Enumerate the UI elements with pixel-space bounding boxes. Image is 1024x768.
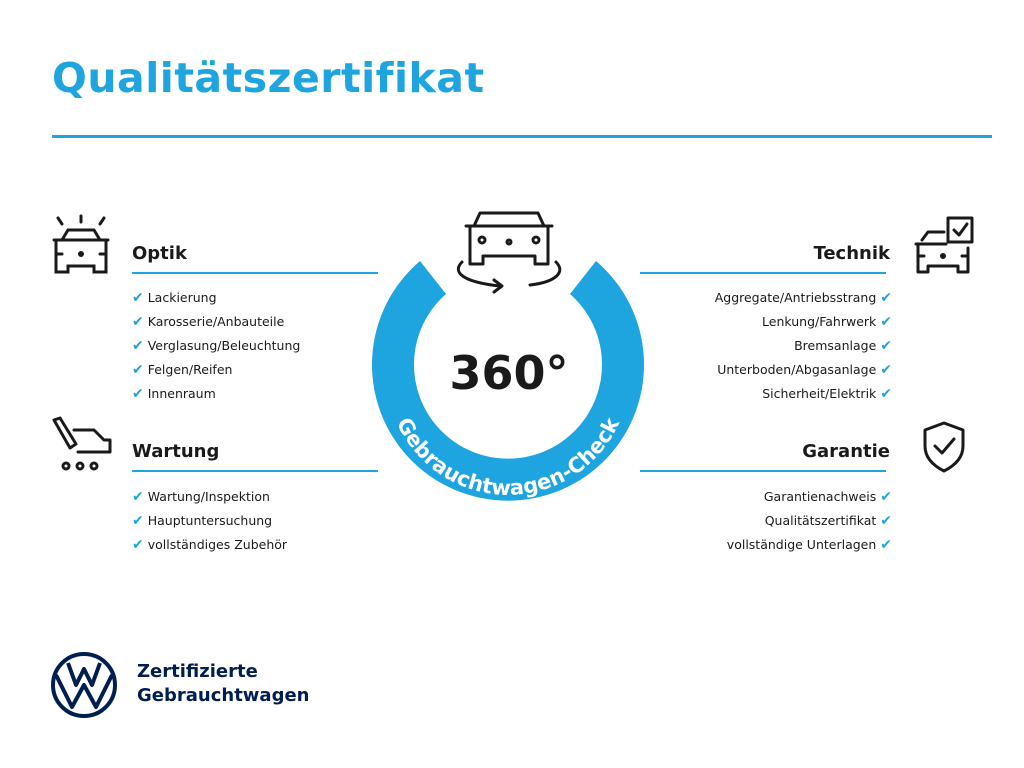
- check-icon: ✔: [132, 537, 144, 553]
- title-divider: [52, 135, 992, 138]
- list-item: ✔ Karosserie/Anbauteile: [132, 314, 285, 330]
- check-icon: ✔: [880, 489, 892, 505]
- rotating-car-icon: [456, 211, 562, 294]
- list-item: Sicherheit/Elektrik ✔: [762, 386, 892, 402]
- check-icon: ✔: [132, 386, 144, 402]
- list-item: ✔ Lackierung: [132, 290, 217, 306]
- check-icon: ✔: [132, 362, 144, 378]
- optik-list: ✔ Lackierung ✔ Karosserie/Anbauteile ✔ V…: [132, 286, 300, 406]
- list-item: Unterboden/Abgasanlage ✔: [717, 362, 892, 378]
- section-heading-wartung: Wartung: [132, 441, 220, 462]
- section-heading-technik: Technik: [813, 243, 890, 264]
- ring-arc: [371, 261, 644, 501]
- garantie-list: Garantienachweis ✔ Qualitätszertifikat ✔…: [727, 485, 892, 557]
- list-item: Aggregate/Antriebsstrang ✔: [714, 290, 892, 306]
- shield-check-icon: [920, 420, 968, 474]
- list-item: ✔ Hauptuntersuchung: [132, 513, 273, 529]
- page-title: Qualitätszertifikat: [52, 54, 485, 102]
- list-item: Lenkung/Fahrwerk ✔: [762, 314, 892, 330]
- section-heading-garantie: Garantie: [802, 441, 890, 462]
- check-icon: ✔: [880, 290, 892, 306]
- check-icon: ✔: [132, 314, 144, 330]
- section-divider: [640, 470, 886, 472]
- car-lights-icon: [50, 214, 112, 278]
- section-divider: [640, 272, 886, 274]
- list-item: ✔ Felgen/Reifen: [132, 362, 233, 378]
- check-icon: ✔: [880, 314, 892, 330]
- car-checklist-icon: [912, 214, 976, 278]
- degrees-label: 360°: [449, 346, 568, 400]
- technik-list: Aggregate/Antriebsstrang ✔ Lenkung/Fahrw…: [715, 286, 892, 406]
- check-icon: ✔: [132, 290, 144, 306]
- footer-brand-text: Zertifizierte Gebrauchtwagen: [137, 660, 309, 708]
- check-icon: ✔: [880, 513, 892, 529]
- check-icon: ✔: [132, 338, 144, 354]
- list-item: ✔ Innenraum: [132, 386, 216, 402]
- list-item: ✔ Verglasung/Beleuchtung: [132, 338, 301, 354]
- service-tools-icon: [50, 416, 114, 476]
- check-icon: ✔: [880, 386, 892, 402]
- list-item: Bremsanlage ✔: [794, 338, 892, 354]
- footer-line-1: Zertifizierte: [137, 661, 258, 682]
- section-heading-optik: Optik: [132, 243, 187, 264]
- check-icon: ✔: [880, 537, 892, 553]
- check-icon: ✔: [132, 489, 144, 505]
- list-item: ✔ vollständiges Zubehör: [132, 537, 288, 553]
- check-icon: ✔: [132, 513, 144, 529]
- list-item: vollständige Unterlagen ✔: [726, 537, 892, 553]
- list-item: Qualitätszertifikat ✔: [764, 513, 892, 529]
- footer-line-2: Gebrauchtwagen: [137, 685, 310, 706]
- vw-logo: [50, 651, 118, 723]
- check-icon: ✔: [880, 362, 892, 378]
- check-icon: ✔: [880, 338, 892, 354]
- section-divider: [132, 272, 378, 274]
- list-item: ✔ Wartung/Inspektion: [132, 489, 270, 505]
- list-item: Garantienachweis ✔: [763, 489, 892, 505]
- wartung-list: ✔ Wartung/Inspektion ✔ Hauptuntersuchung…: [132, 485, 287, 557]
- section-divider: [132, 470, 378, 472]
